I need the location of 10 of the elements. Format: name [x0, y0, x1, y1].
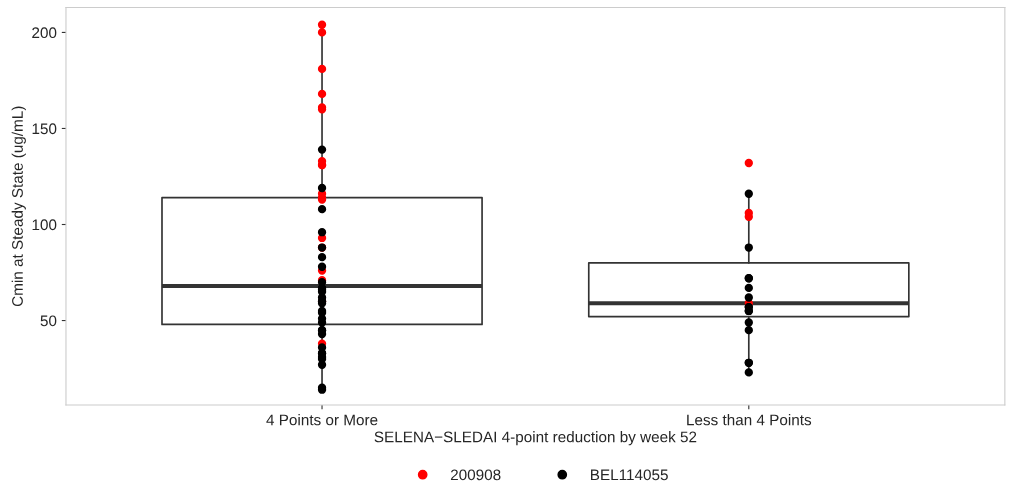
- y-tick-label: 200: [32, 27, 57, 39]
- x-axis-title: SELENA−SLEDAI 4-point reduction by week 52: [374, 431, 697, 446]
- legend-label: 200908: [450, 469, 501, 481]
- x-tick-label: Less than 4 Points: [687, 414, 812, 426]
- y-tick-label: 150: [32, 123, 57, 135]
- x-tick-label: 4 Points or More: [266, 414, 378, 426]
- legend-label: BEL114055: [591, 469, 668, 481]
- y-tick-label: 100: [32, 219, 57, 231]
- y-tick-label: 50: [40, 315, 57, 327]
- y-axis-title: Cmin at Steady State (ug/mL): [11, 106, 26, 307]
